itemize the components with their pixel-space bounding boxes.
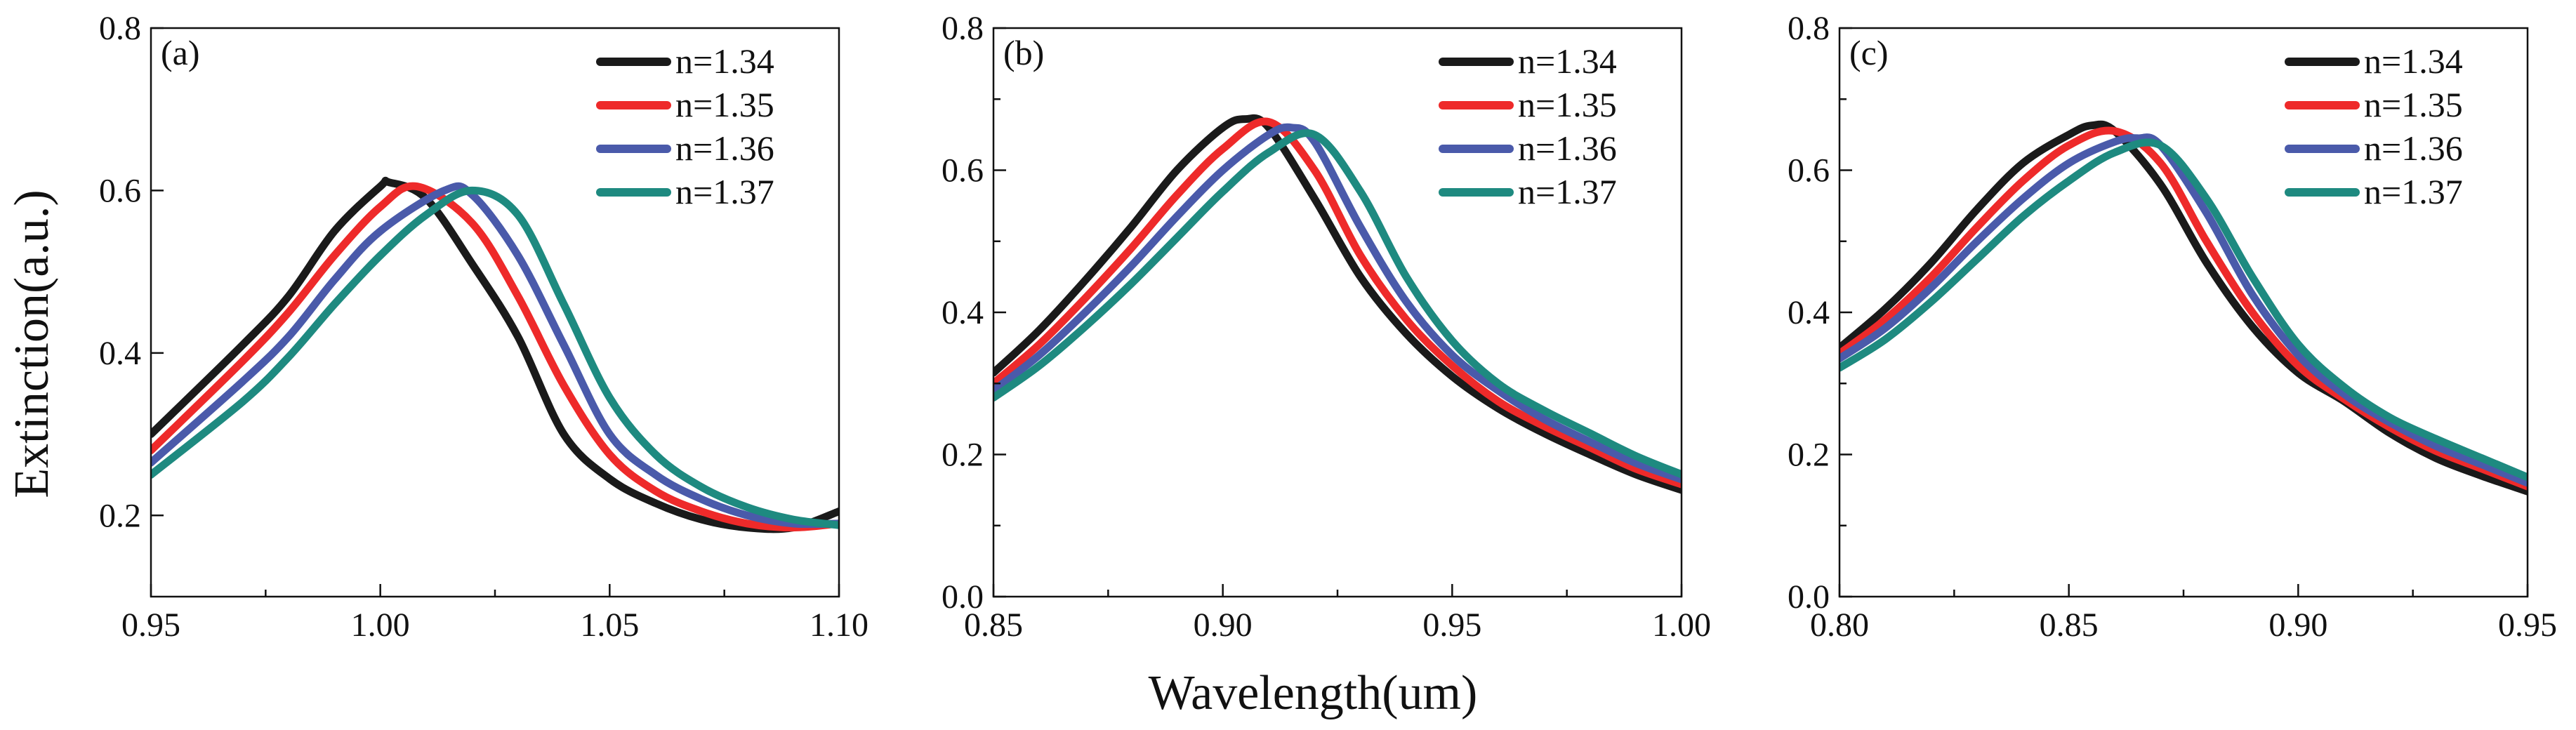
panel-b-legend-label: n=1.35 [1518,85,1617,124]
panel-a-x-tick-label: 1.05 [580,606,639,644]
x-axis-title: Wavelength(um) [1149,666,1478,720]
panel-a-legend-label: n=1.35 [675,85,774,124]
panel-a-series-line-n=1.36 [151,182,839,529]
panel-b-x-tick-label: 0.95 [1422,606,1481,644]
panel-c-x-tick-label: 0.95 [2498,606,2557,644]
panel-a-y-tick-label: 0.8 [99,10,141,47]
panel-c-y-tick-label: 0.2 [1788,437,1830,474]
panel-b-series-line-n=1.36 [993,123,1682,484]
panel-c-legend-label: n=1.35 [2364,85,2463,124]
panel-b-y-tick-label: 0.0 [942,578,984,616]
panel-b-y-tick-label: 0.6 [942,152,984,190]
panel-c-y-tick-label: 0.8 [1788,10,1830,47]
panel-b-y-tick-label: 0.4 [942,294,984,331]
panel-b-label: (b) [1003,33,1044,72]
panel-c-label: (c) [1849,33,1889,72]
panel-b-legend-label: n=1.34 [1518,41,1617,81]
panel-c-series-line-n=1.37 [1839,138,2528,482]
panel-b-y-tick-label: 0.2 [942,437,984,474]
panel-b: 0.85 0.90 0.95 1.00 0.0 0.2 0.4 0.6 0.8 (b) n=1.34… [942,10,1711,644]
panel-c-legend-label: n=1.37 [2364,172,2463,211]
panel-a-series-line-n=1.34 [151,176,839,533]
panel-b-legend-label: n=1.36 [1518,128,1617,168]
panel-c-y-tick-label: 0.4 [1788,294,1830,331]
panel-c-x-tick-label: 0.85 [2040,606,2099,644]
panel-a-y-tick-label: 0.6 [99,172,141,209]
panel-c: 0.80 0.85 0.90 0.95 0.0 0.2 0.4 0.6 0.8 (c) n=1.34… [1788,10,2557,644]
panel-b-series-line-n=1.35 [993,117,1682,489]
panel-c-legend-label: n=1.34 [2364,41,2463,81]
panel-b-y-tick-label: 0.8 [942,10,984,47]
panel-a-legend-label: n=1.36 [675,128,774,168]
panel-b-series-line-n=1.37 [993,129,1682,479]
panel-b-series-line-n=1.34 [993,114,1682,494]
panel-b-x-tick-label: 0.90 [1194,606,1253,644]
panel-c-x-tick-label: 0.90 [2268,606,2327,644]
panel-a-series-line-n=1.35 [151,182,839,532]
panel-a-x-tick-label: 1.10 [810,606,868,644]
panel-c-legend-label: n=1.36 [2364,128,2463,168]
y-axis-title: Extinction(a.u.) [5,190,59,498]
panel-a-legend-label: n=1.37 [675,172,774,211]
panel-a: 0.95 1.00 1.05 1.10 0.2 0.4 0.6 0.8 (a) n=1.34 n=1… [99,10,868,644]
panel-c-x-tick-label: 0.80 [1810,606,1869,644]
panel-a-series-line-n=1.37 [151,186,839,529]
panel-c-y-tick-label: 0.6 [1788,152,1830,190]
panel-a-y-tick-label: 0.4 [99,335,141,372]
panel-b-x-tick-label: 1.00 [1652,606,1711,644]
panel-a-x-tick-label: 1.00 [351,606,410,644]
panel-a-label: (a) [161,33,200,72]
panel-a-x-tick-label: 0.95 [121,606,180,644]
panel-c-y-tick-label: 0.0 [1788,578,1830,616]
panel-b-x-tick-label: 0.85 [964,606,1023,644]
panel-b-legend-label: n=1.37 [1518,172,1617,211]
panel-a-legend-label: n=1.34 [675,41,774,81]
panel-a-y-tick-label: 0.2 [99,497,141,534]
panel-c-series-line-n=1.35 [1839,126,2528,491]
panel-c-series-line-n=1.34 [1839,120,2528,496]
